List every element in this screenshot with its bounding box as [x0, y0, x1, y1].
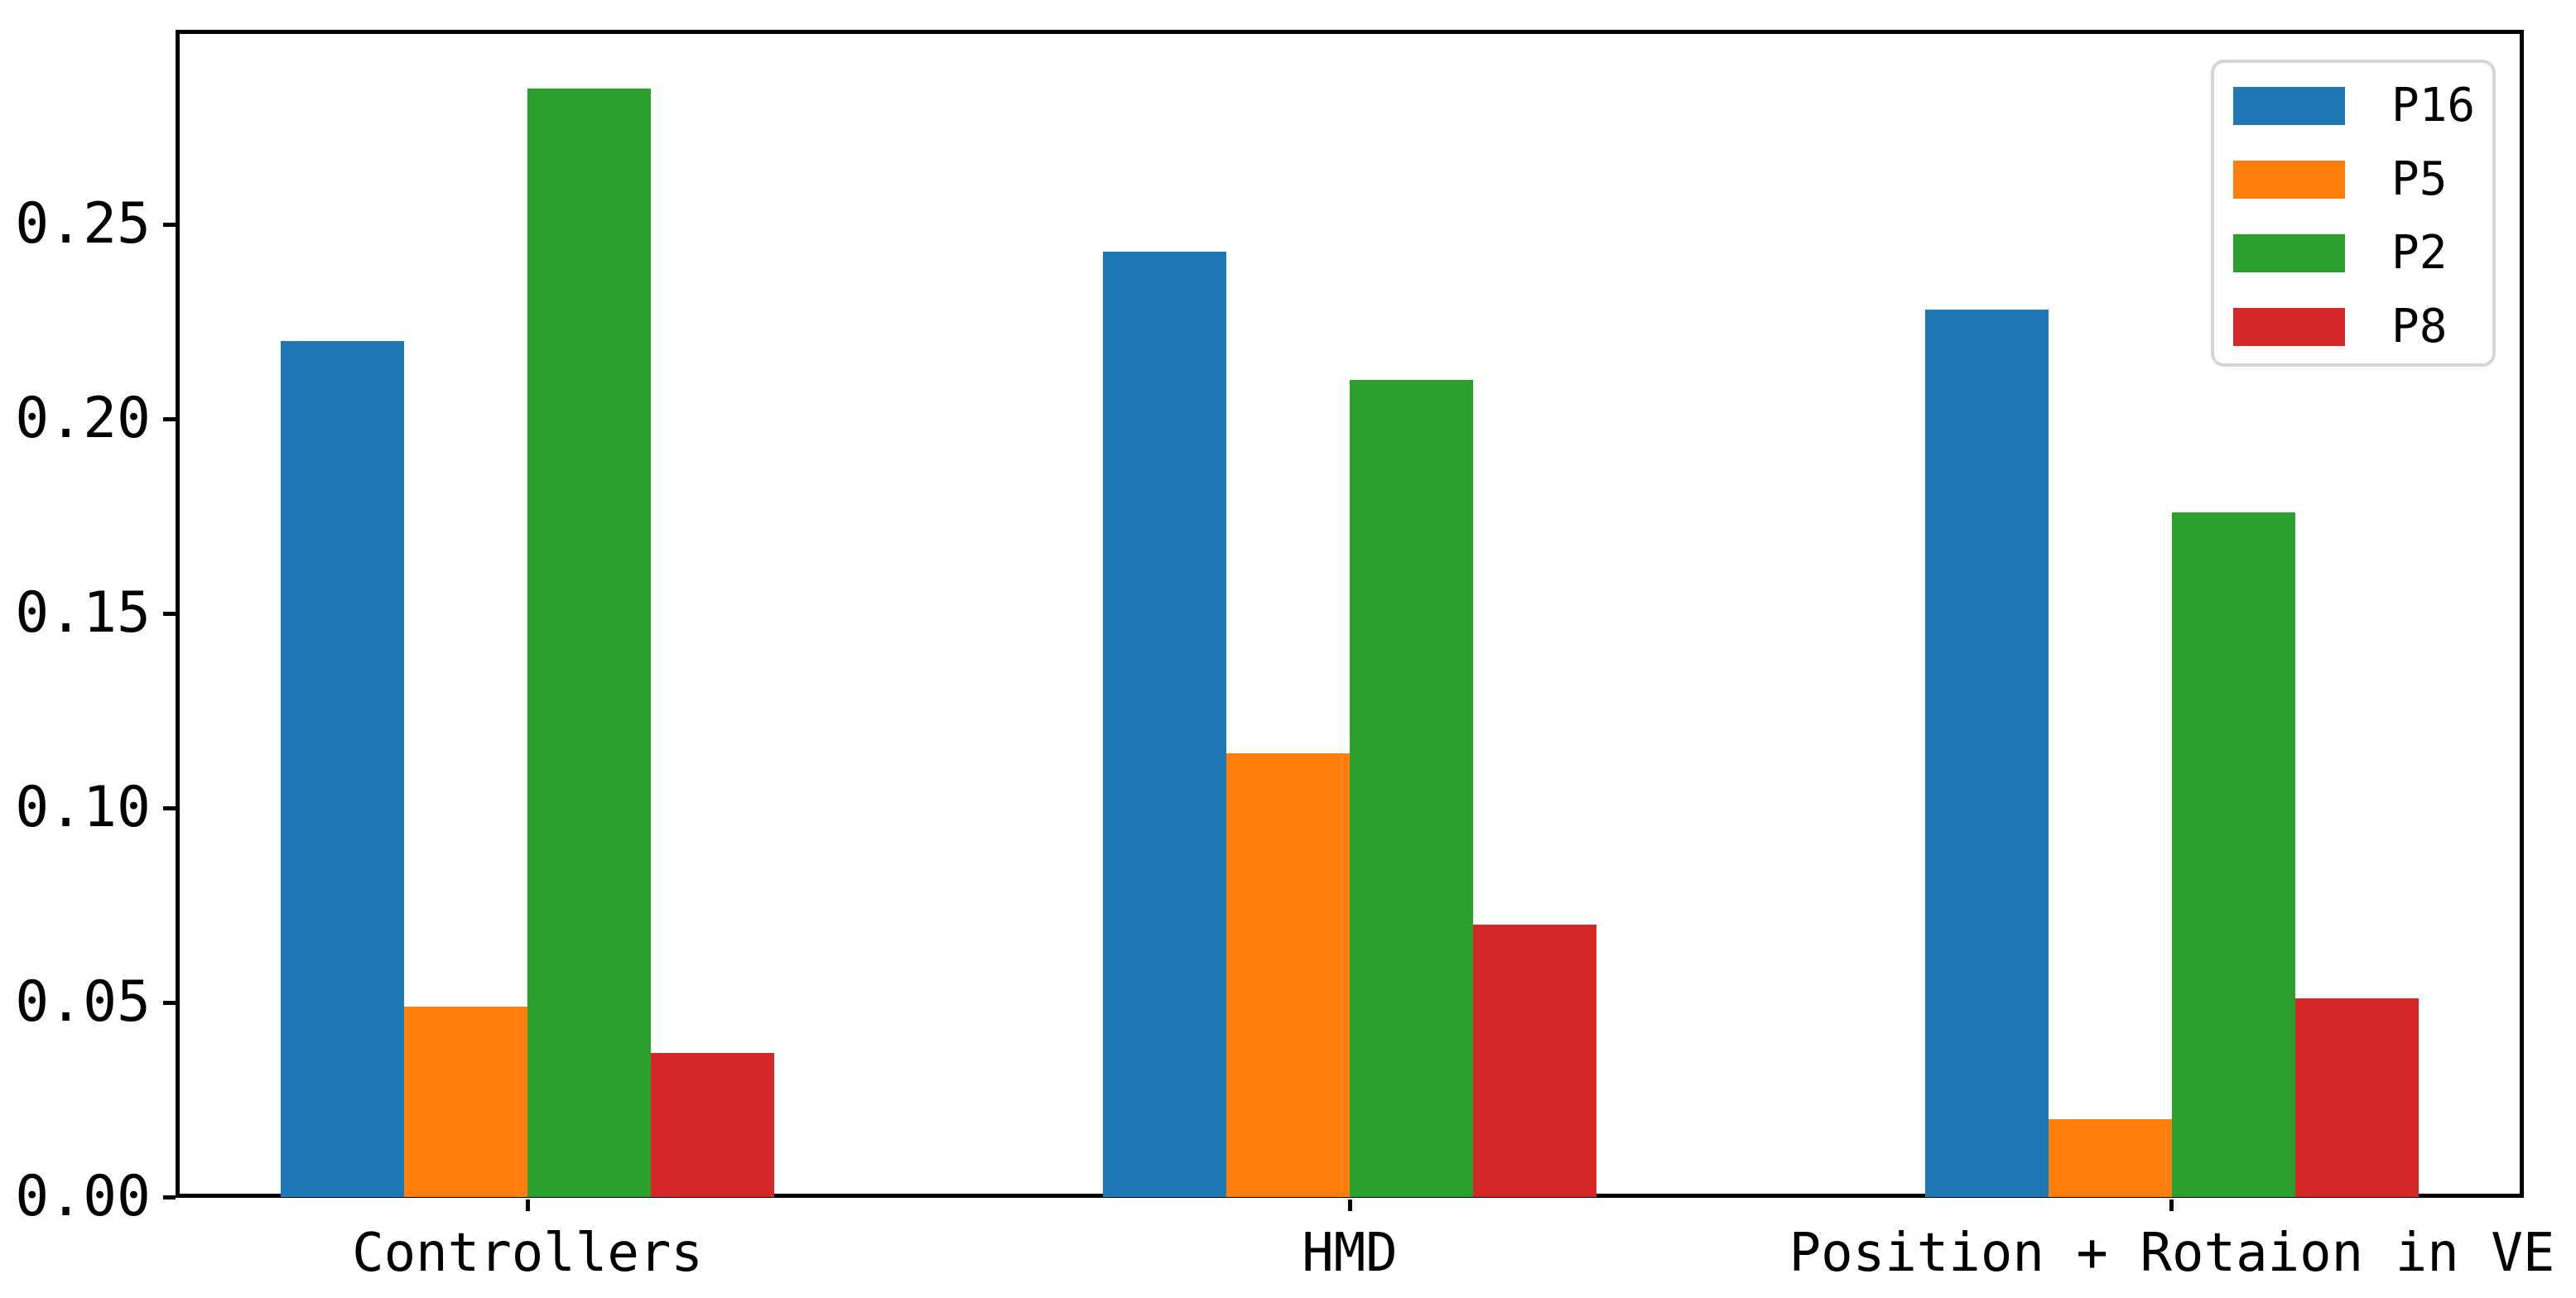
- y-tick-label-0.15: 0.15: [15, 580, 151, 646]
- y-tick-label-0.25: 0.25: [15, 191, 151, 257]
- bar-p5-controllers: [404, 1007, 527, 1197]
- y-tick-label-0.20: 0.20: [15, 386, 151, 451]
- x-tick-label-controllers: Controllers: [352, 1223, 703, 1284]
- bar-p8-hmd: [1473, 925, 1596, 1197]
- bar-p2-controllers: [527, 89, 651, 1197]
- bar-p8-position-rotaion-in-ve: [2295, 998, 2419, 1197]
- legend-label-p8: P8: [2391, 300, 2448, 353]
- x-tick-controllers: [526, 1199, 530, 1211]
- y-tick-0.05: [163, 1001, 176, 1005]
- y-tick-label-0.00: 0.00: [15, 1164, 151, 1229]
- bar-p5-hmd: [1226, 753, 1350, 1197]
- legend-swatch-p2: [2233, 233, 2345, 272]
- y-tick-label-0.05: 0.05: [15, 969, 151, 1035]
- legend-item-p8: P8: [2214, 290, 2492, 363]
- y-tick-0.25: [163, 223, 176, 227]
- bar-p16-position-rotaion-in-ve: [1925, 310, 2049, 1197]
- bar-p16-hmd: [1103, 252, 1226, 1197]
- y-tick-0.20: [163, 417, 176, 421]
- legend-swatch-p16: [2233, 86, 2345, 125]
- bar-p16-controllers: [281, 341, 404, 1197]
- legend: P16 P5 P2 P8: [2211, 60, 2496, 367]
- y-tick-label-0.10: 0.10: [15, 775, 151, 840]
- legend-item-p16: P16: [2214, 69, 2492, 142]
- legend-item-p5: P5: [2214, 142, 2492, 216]
- x-tick-label-position-rotaion-in-ve: Position + Rotaion in VE: [1789, 1223, 2555, 1284]
- x-tick-label-hmd: HMD: [1302, 1223, 1398, 1284]
- x-tick-position-rotaion-in-ve: [2169, 1199, 2174, 1211]
- y-tick-0.00: [163, 1195, 176, 1199]
- y-tick-0.10: [163, 806, 176, 810]
- legend-item-p2: P2: [2214, 216, 2492, 290]
- legend-label-p5: P5: [2391, 152, 2448, 206]
- legend-label-p2: P2: [2391, 226, 2448, 280]
- y-tick-0.15: [163, 612, 176, 616]
- bar-p5-position-rotaion-in-ve: [2049, 1119, 2172, 1197]
- x-tick-hmd: [1348, 1199, 1352, 1211]
- bar-p8-controllers: [651, 1053, 774, 1197]
- legend-swatch-p5: [2233, 160, 2345, 199]
- bar-p2-hmd: [1350, 380, 1473, 1197]
- legend-swatch-p8: [2233, 307, 2345, 346]
- bar-p2-position-rotaion-in-ve: [2172, 512, 2295, 1197]
- legend-label-p16: P16: [2391, 79, 2476, 132]
